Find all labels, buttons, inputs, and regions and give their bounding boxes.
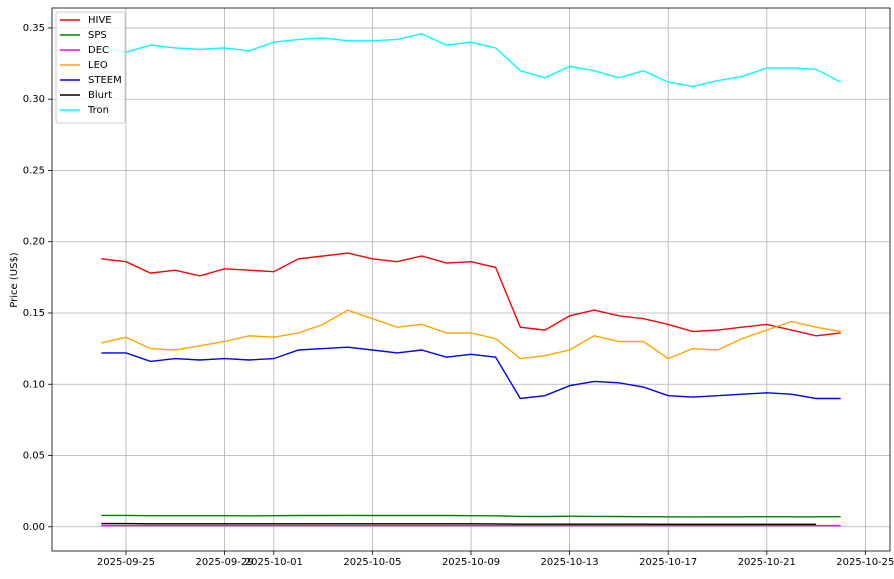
- x-tick-label: 2025-09-25: [97, 557, 155, 568]
- legend-label: DEC: [88, 45, 109, 56]
- legend-label: LEO: [88, 60, 108, 71]
- y-tick-label: 0.20: [23, 237, 45, 248]
- x-tick-label: 2025-10-17: [639, 557, 697, 568]
- legend-label: STEEM: [88, 75, 122, 86]
- legend-label: Blurt: [88, 90, 112, 101]
- y-tick-label: 0.10: [23, 379, 45, 390]
- x-tick-label: 2025-10-13: [541, 557, 599, 568]
- lines: [101, 32, 842, 527]
- series-line: [101, 514, 841, 518]
- x-tick-label: 2025-10-21: [738, 557, 796, 568]
- y-tick-label: 0.30: [23, 94, 45, 105]
- x-tick-label: 2025-10-25: [836, 557, 894, 568]
- series-line: [101, 309, 841, 360]
- y-tick-label: 0.05: [23, 451, 45, 462]
- y-tick-label: 0.15: [23, 308, 45, 319]
- y-tick-label: 0.35: [23, 23, 45, 34]
- series-line: [101, 252, 841, 337]
- y-tick-label: 0.25: [23, 165, 45, 176]
- legend-label: HIVE: [88, 15, 112, 26]
- x-tick-label: 2025-09-29: [195, 557, 253, 568]
- x-tick-label: 2025-10-01: [245, 557, 303, 568]
- y-tick-label: 0.00: [23, 522, 45, 533]
- legend-label: Tron: [87, 105, 109, 116]
- x-tick-label: 2025-10-05: [343, 557, 401, 568]
- legend: HIVE SPS DEC LEO STEEM Blurt Tron: [55, 11, 126, 124]
- plot-frame: [51, 7, 891, 552]
- series-line: [101, 32, 842, 88]
- series-line: [101, 522, 817, 525]
- grid: 0.00 0.05 0.10 0.15 0.20 0.25 0.30 0.35 2025-09-…: [23, 8, 894, 568]
- x-tick-label: 2025-10-09: [442, 557, 500, 568]
- y-axis-label: Price (US$): [9, 252, 20, 308]
- legend-label: SPS: [88, 30, 107, 41]
- series-line: [101, 346, 841, 400]
